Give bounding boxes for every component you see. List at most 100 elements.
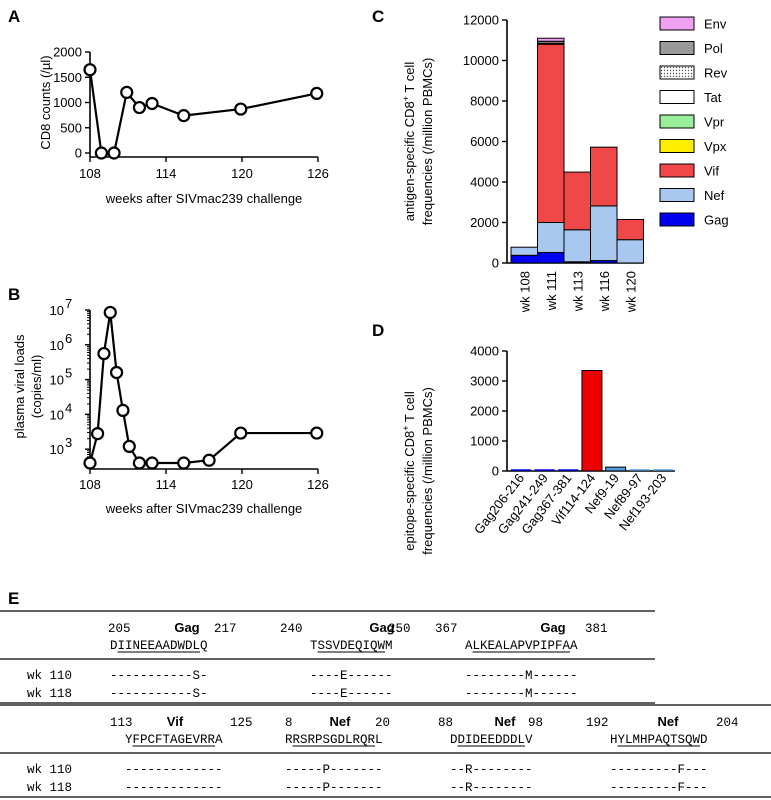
data-point <box>310 86 324 101</box>
legend-swatch <box>659 139 695 153</box>
data-point <box>145 96 159 111</box>
sequence-cell: ---------F--- <box>610 781 708 795</box>
y-tick-exponent: 5 <box>65 366 72 381</box>
sequence-cell: ------------- <box>125 763 223 777</box>
x-tick-label: wk 111 <box>544 271 559 311</box>
data-point <box>94 146 109 160</box>
row-label: wk 110 <box>27 669 72 683</box>
data-point <box>107 146 121 160</box>
legend-label: Nef <box>704 188 725 203</box>
data-point <box>120 85 134 100</box>
residue-start: 113 <box>110 716 133 730</box>
protein-name: Gag <box>174 620 199 635</box>
data-point <box>177 456 191 470</box>
x-tick-label: wk 116 <box>597 271 612 312</box>
data-point <box>310 426 324 440</box>
legend-label: Vpx <box>704 139 727 154</box>
x-tick-label: 120 <box>231 166 253 181</box>
chart-a: 0 500 1000 1500 2000 108 114 120 126 weeks after … <box>38 45 329 207</box>
x-tick-label: 126 <box>307 477 329 492</box>
data-point <box>234 426 248 440</box>
bar-segment <box>537 37 565 42</box>
y-tick-label: 10 <box>50 407 64 422</box>
data-point <box>145 456 159 470</box>
x-tick-label: 114 <box>156 166 177 181</box>
sequence-cell: --R-------- <box>450 781 533 795</box>
legend-swatch <box>659 163 695 178</box>
y-tick-label: 0 <box>492 256 499 271</box>
y-tick-label: 10 <box>50 338 64 353</box>
bar-segment <box>590 146 618 207</box>
reference-sequence: YFPCFTAGEVRRA <box>125 733 223 747</box>
residue-start: 205 <box>108 622 131 636</box>
legend-label: Pol <box>704 41 723 56</box>
sequence-cell: -----------S- <box>110 669 208 683</box>
protein-name: Nef <box>330 714 352 729</box>
y-tick-label: 1500 <box>53 70 82 85</box>
legend-label: Env <box>704 17 727 32</box>
residue-start: 240 <box>280 622 303 636</box>
residue-end: 98 <box>528 716 543 730</box>
residue-start: 192 <box>586 716 609 730</box>
x-tick-label: 114 <box>156 477 177 492</box>
row-label: wk 118 <box>27 781 72 795</box>
x-tick-label: 126 <box>307 166 329 181</box>
reference-sequence: TSSVDEQIQWM <box>310 639 393 653</box>
x-tick-label: 108 <box>79 477 101 492</box>
sequence-cell: -----P------- <box>285 781 383 795</box>
bar-segment <box>563 229 591 263</box>
protein-name: Vif <box>167 714 184 729</box>
series-line <box>88 312 317 465</box>
panel-letter-c: C <box>372 7 384 26</box>
panel-letter-a: A <box>8 7 20 26</box>
y-axis-label: epitope-specific CD8+ T cell <box>401 391 417 551</box>
y-tick-label: 2000 <box>470 404 499 419</box>
y-tick-label: 4000 <box>470 175 499 190</box>
y-tick-label: 12000 <box>463 13 499 28</box>
data-point <box>103 305 117 320</box>
y-tick-label: 4000 <box>470 344 499 359</box>
y-tick-exponent: 4 <box>65 400 72 415</box>
y-axis-label: antigen-specific CD8+ T cell <box>401 62 417 222</box>
x-axis-label: weeks after SIVmac239 challenge <box>105 501 303 516</box>
sequence-cell: ----E------ <box>310 687 393 701</box>
bar-segment <box>537 43 565 223</box>
residue-end: 217 <box>214 622 237 636</box>
y-axis-label: CD8 counts (/µl) <box>38 55 53 149</box>
sequence-cell: --------M------ <box>465 669 578 683</box>
sequence-cell: ----E------ <box>310 669 393 683</box>
reference-sequence: ALKEALAPVPIPFAA <box>465 639 578 653</box>
y-axis-label: frequencies (/million PBMCs) <box>420 387 435 555</box>
y-axis-label: frequencies (/million PBMCs) <box>420 58 435 226</box>
legend-swatch <box>659 90 695 104</box>
sequence-cell: --------M------ <box>465 687 578 701</box>
data-point <box>122 439 136 454</box>
residue-start: 8 <box>285 716 293 730</box>
y-tick-label: 2000 <box>470 215 499 230</box>
sequence-cell: ------------- <box>125 781 223 795</box>
reference-sequence: DIINEEAADWDLQ <box>110 639 208 653</box>
legend-swatch <box>659 65 695 80</box>
y-tick-exponent: 6 <box>65 331 72 346</box>
bar-segment <box>563 171 591 231</box>
x-tick-label: wk 120 <box>623 271 638 313</box>
y-tick-label: 10 <box>50 303 64 318</box>
data-point <box>132 456 146 470</box>
y-tick-label: 2000 <box>53 45 82 60</box>
y-tick-label: 1000 <box>53 95 82 110</box>
row-label: wk 118 <box>27 687 72 701</box>
legend-swatch <box>659 16 695 31</box>
y-tick-label: 500 <box>60 120 82 135</box>
residue-end: 20 <box>375 716 390 730</box>
x-tick-label: 120 <box>231 477 253 492</box>
chart-c: 0 2000 4000 6000 8000 10000 12000 wk 108 wk 111 w… <box>401 13 729 314</box>
data-point <box>132 100 146 115</box>
panel-letter-b: B <box>8 285 20 304</box>
data-point <box>83 63 97 77</box>
y-tick-label: 8000 <box>470 94 499 109</box>
legend-label: Vpr <box>704 115 725 130</box>
x-tick-label: 108 <box>79 166 101 181</box>
data-point <box>177 109 191 123</box>
